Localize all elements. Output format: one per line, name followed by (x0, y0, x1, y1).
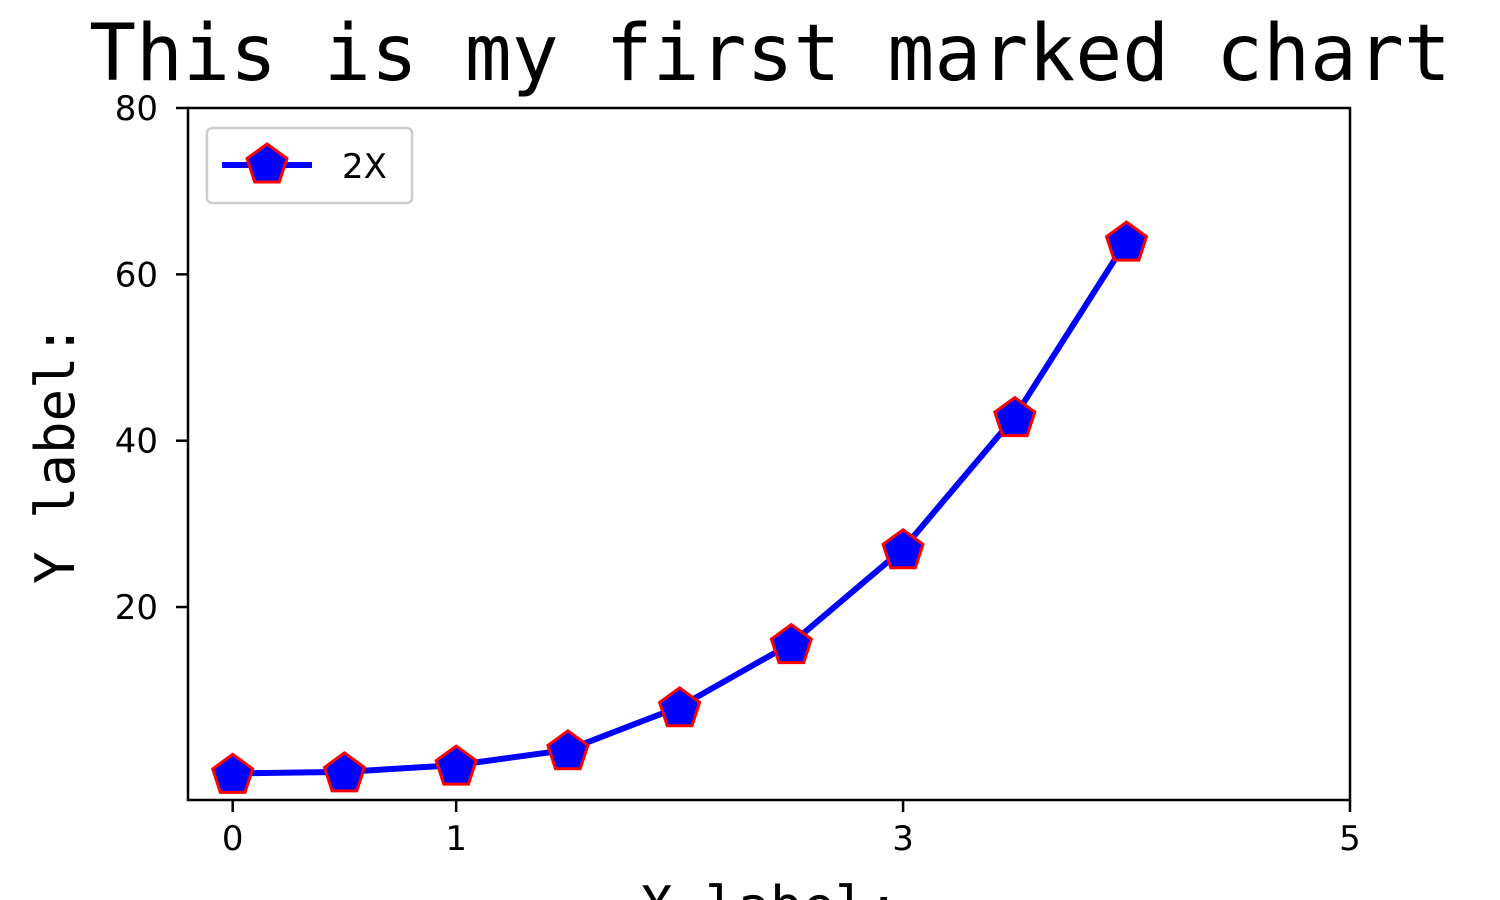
data-point-marker (210, 752, 255, 794)
data-point-marker (1104, 220, 1149, 262)
legend: 2X (205, 126, 414, 205)
x-axis-label: X label: (640, 875, 900, 900)
y-axis-label: Y label: (24, 324, 87, 584)
y-tick-label: 60 (115, 255, 158, 295)
x-tick-label: 3 (892, 819, 914, 859)
plot-area (186, 106, 1352, 802)
chart-title: This is my first marked chart (89, 9, 1451, 99)
data-point-marker (769, 622, 814, 665)
data-point-marker (993, 395, 1037, 438)
data-point-marker (881, 527, 925, 570)
y-tick-label: 40 (115, 422, 158, 462)
legend-label: 2X (342, 147, 387, 187)
y-tick-label: 80 (115, 89, 158, 129)
x-tick-label: 1 (445, 819, 467, 859)
y-tick-label: 20 (115, 588, 158, 628)
data-point-marker (434, 744, 478, 786)
data-point-marker (657, 685, 702, 728)
x-tick-label: 0 (222, 819, 244, 859)
axis-ticks: 0 1 3 5 20 40 60 80 (115, 89, 1361, 859)
data-point-marker (546, 728, 590, 771)
series-markers (210, 220, 1149, 794)
x-tick-label: 5 (1339, 819, 1361, 859)
data-point-marker (322, 751, 367, 793)
legend-marker-pentagon-icon (245, 142, 289, 184)
